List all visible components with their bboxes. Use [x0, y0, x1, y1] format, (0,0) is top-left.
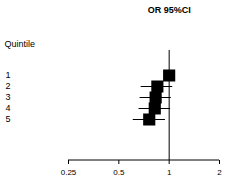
- svg-text:0.5: 0.5: [113, 168, 125, 177]
- svg-text:Quintile: Quintile: [5, 39, 36, 49]
- svg-text:2: 2: [217, 168, 222, 177]
- svg-text:0.25: 0.25: [61, 168, 77, 177]
- svg-text:4: 4: [6, 103, 11, 113]
- svg-text:5: 5: [6, 114, 11, 124]
- svg-text:3: 3: [6, 92, 11, 102]
- svg-text:1: 1: [167, 168, 172, 177]
- svg-text:2: 2: [6, 81, 11, 91]
- svg-text:1: 1: [6, 70, 11, 80]
- svg-text:OR 95%CI: OR 95%CI: [148, 5, 191, 15]
